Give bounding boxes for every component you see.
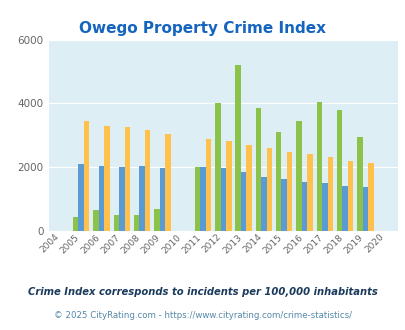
Bar: [84, 121, 89, 231]
Bar: [260, 177, 266, 231]
Bar: [296, 121, 301, 231]
Bar: [154, 209, 159, 231]
Bar: [286, 152, 292, 231]
Text: Owego Property Crime Index: Owego Property Crime Index: [79, 21, 326, 36]
Bar: [246, 145, 251, 231]
Bar: [347, 161, 352, 231]
Bar: [226, 141, 231, 231]
Bar: [194, 167, 200, 231]
Bar: [98, 166, 104, 231]
Bar: [356, 137, 362, 231]
Bar: [134, 215, 139, 231]
Bar: [215, 103, 220, 231]
Bar: [301, 182, 307, 231]
Bar: [307, 154, 312, 231]
Bar: [281, 179, 286, 231]
Text: Crime Index corresponds to incidents per 100,000 inhabitants: Crime Index corresponds to incidents per…: [28, 287, 377, 297]
Bar: [93, 210, 98, 231]
Bar: [119, 167, 124, 231]
Bar: [113, 215, 119, 231]
Bar: [145, 130, 150, 231]
Text: © 2025 CityRating.com - https://www.cityrating.com/crime-statistics/: © 2025 CityRating.com - https://www.city…: [54, 311, 351, 320]
Bar: [275, 132, 281, 231]
Bar: [327, 157, 332, 231]
Bar: [200, 167, 205, 231]
Bar: [124, 127, 130, 231]
Bar: [341, 186, 347, 231]
Bar: [240, 172, 246, 231]
Bar: [336, 110, 341, 231]
Bar: [165, 134, 170, 231]
Bar: [220, 168, 226, 231]
Bar: [139, 166, 145, 231]
Bar: [104, 126, 109, 231]
Bar: [316, 102, 321, 231]
Bar: [235, 65, 240, 231]
Bar: [367, 163, 373, 231]
Bar: [321, 183, 327, 231]
Bar: [362, 187, 367, 231]
Bar: [266, 148, 271, 231]
Bar: [255, 108, 260, 231]
Bar: [78, 164, 84, 231]
Bar: [205, 139, 211, 231]
Bar: [159, 168, 165, 231]
Bar: [73, 216, 78, 231]
